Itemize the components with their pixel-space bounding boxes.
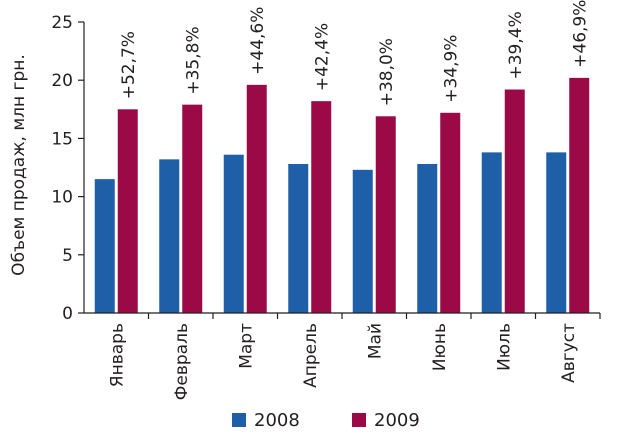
bars-group — [94, 77, 590, 314]
growth-label-1: +52,7% — [119, 31, 139, 99]
y-tick-label: 10 — [51, 188, 73, 208]
bar-2009-2 — [182, 104, 203, 313]
bar-2009-7 — [504, 89, 525, 314]
y-tick-label: 5 — [62, 246, 73, 266]
bar-2009-4 — [311, 101, 332, 313]
x-tick-label: Июнь — [430, 323, 450, 371]
legend-swatch-2009 — [352, 413, 366, 427]
growth-annotations: +52,7% +35,8% +44,6% +42,4% +38,0% +34,9% +39,… — [119, 0, 591, 106]
x-tick-label: Январь — [107, 323, 127, 387]
y-axis-title: Объем продаж, млн грн. — [9, 54, 29, 276]
growth-label-3: +44,6% — [248, 7, 268, 75]
growth-label-2: +35,8% — [183, 26, 203, 94]
x-tick-label: Февраль — [172, 323, 192, 400]
y-tick-label: 20 — [51, 71, 73, 91]
bar-2008-1 — [94, 179, 115, 313]
x-axis-ticks: Январь Февраль Март Апрель Май Июнь Июль Август — [107, 313, 601, 400]
bar-2008-7 — [481, 152, 502, 313]
x-tick-label: Август — [559, 323, 579, 383]
bar-2009-1 — [117, 109, 138, 313]
x-tick-label: Июль — [494, 323, 514, 371]
bar-2008-2 — [159, 159, 180, 313]
legend: 2008 2009 — [232, 410, 420, 431]
x-tick-label: Май — [365, 323, 385, 359]
bar-2008-3 — [223, 154, 244, 313]
bar-2008-5 — [352, 169, 373, 313]
legend-swatch-2008 — [232, 413, 246, 427]
bar-2009-8 — [569, 77, 590, 313]
bar-2008-8 — [546, 152, 567, 313]
y-axis-ticks: 0 5 10 15 20 25 — [51, 13, 84, 324]
growth-label-7: +39,4% — [506, 11, 526, 79]
bar-2009-6 — [440, 112, 461, 314]
x-tick-label: Апрель — [301, 323, 321, 388]
bar-2009-5 — [375, 116, 396, 313]
y-tick-label: 0 — [62, 304, 73, 324]
bar-2008-6 — [417, 164, 438, 313]
bar-2008-4 — [288, 164, 309, 313]
growth-label-5: +38,0% — [377, 38, 397, 106]
x-tick-label: Март — [236, 323, 256, 369]
y-tick-label: 15 — [51, 129, 73, 149]
growth-label-4: +42,4% — [312, 23, 332, 91]
bar-2009-3 — [246, 84, 267, 313]
legend-label-2009: 2009 — [374, 410, 420, 431]
growth-label-6: +34,9% — [441, 35, 461, 103]
legend-label-2008: 2008 — [254, 410, 300, 431]
y-tick-label: 25 — [51, 13, 73, 33]
growth-label-8: +46,9% — [570, 0, 590, 68]
